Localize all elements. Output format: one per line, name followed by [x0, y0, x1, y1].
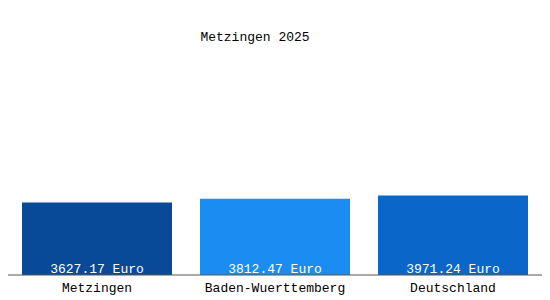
svg-text:Metzingen: Metzingen	[62, 281, 132, 296]
svg-text:3971.24 Euro: 3971.24 Euro	[406, 262, 500, 277]
html-text:Metzingen 2025: Metzingen 2025	[200, 30, 310, 45]
svg-text:3812.47 Euro: 3812.47 Euro	[228, 262, 322, 277]
svg-text:Baden-Wuerttemberg: Baden-Wuerttemberg	[205, 281, 345, 296]
svg-text:Deutschland: Deutschland	[410, 281, 496, 296]
svg-text:3627.17 Euro: 3627.17 Euro	[50, 262, 144, 277]
